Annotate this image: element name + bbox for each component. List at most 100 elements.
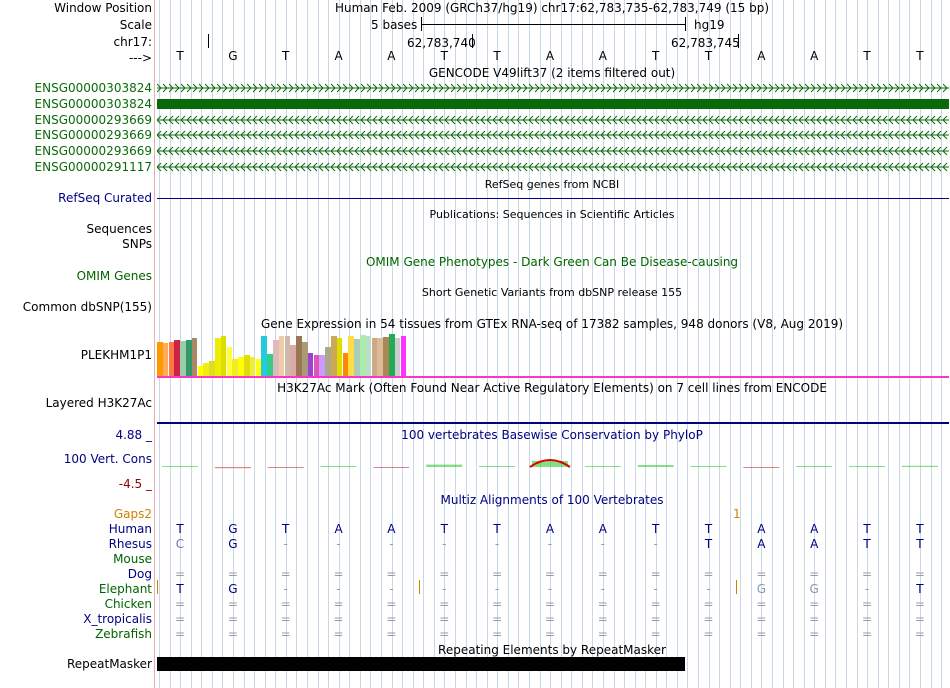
multiz-base: = [703,612,714,626]
dbsnp-label[interactable]: Common dbSNP(155) [22,300,152,314]
sequence-base: T [176,49,184,63]
gtex-tissue-bar[interactable] [238,357,244,376]
multiz-track-title[interactable]: Multiz Alignments of 100 Vertebrates [440,493,664,507]
gencode-intron-line[interactable] [157,83,949,93]
multiz-species-label[interactable]: Human [108,522,152,536]
gtex-tissue-bar[interactable] [244,355,250,376]
gtex-tissue-bar[interactable] [168,342,175,376]
gtex-tissue-bar[interactable] [342,352,349,376]
publications-track-title[interactable]: Publications: Sequences in Scientific Ar… [429,208,675,221]
multiz-species-label[interactable]: Mouse [113,552,152,566]
gtex-tissue-bar[interactable] [336,338,343,376]
gtex-tissue-bar[interactable] [174,340,180,376]
sequence-base: G [228,49,238,63]
gtex-track-title[interactable]: Gene Expression in 54 tissues from GTEx … [260,317,844,331]
gtex-tissue-bar[interactable] [389,334,395,376]
gtex-tissue-bar[interactable] [371,338,378,376]
gencode-item-label[interactable]: ENSG00000293669 [34,128,152,143]
gtex-tissue-bar[interactable] [354,339,360,376]
gtex-tissue-bar[interactable] [400,336,407,376]
gtex-tissue-bar[interactable] [278,336,285,376]
gencode-intron-line[interactable] [157,146,949,157]
gtex-tissue-bar[interactable] [261,336,267,376]
phylop-chart[interactable] [155,446,950,486]
gtex-tissue-bar[interactable] [394,338,401,376]
dbsnp-track-title[interactable]: Short Genetic Variants from dbSNP releas… [421,286,683,299]
gtex-tissue-bar[interactable] [296,336,302,376]
multiz-base: C [175,537,185,551]
gtex-tissue-bar[interactable] [232,359,238,376]
gtex-tissue-bar[interactable] [180,341,186,376]
gtex-tissue-bar[interactable] [215,338,221,376]
refseq-label[interactable]: RefSeq Curated [58,191,152,205]
gtex-tissue-bar[interactable] [365,336,372,376]
gtex-tissue-bar[interactable] [162,343,169,376]
gtex-tissue-bar[interactable] [290,344,296,376]
multiz-species-label[interactable]: Chicken [104,597,152,611]
gtex-tissue-bar[interactable] [157,341,163,376]
gencode-track-title[interactable]: GENCODE V49lift37 (2 items filtered out) [428,66,676,80]
gtex-gene-label[interactable]: PLEKHM1P1 [80,348,152,362]
gencode-item-label[interactable]: ENSG00000293669 [34,112,152,127]
gtex-tissue-bar[interactable] [284,336,291,376]
phylop-score-bar [214,467,251,469]
gtex-tissue-bar[interactable] [273,340,279,376]
gtex-tissue-bar[interactable] [360,334,366,376]
gencode-item-label[interactable]: ENSG00000291117 [34,160,152,174]
gencode-intron-line[interactable] [157,162,949,172]
gtex-bar-chart[interactable] [157,333,949,376]
gtex-tissue-bar[interactable] [325,347,331,376]
gtex-tissue-bar[interactable] [197,365,204,376]
gtex-tissue-bar[interactable] [255,359,262,376]
multiz-base: = [492,627,503,641]
gtex-tissue-bar[interactable] [348,336,354,376]
gtex-tissue-bar[interactable] [209,361,215,376]
phylop-score-bar [849,466,886,467]
publications-snps-label[interactable]: SNPs [122,237,152,251]
multiz-species-label[interactable]: Zebrafish [95,627,152,641]
gtex-tissue-bar[interactable] [377,338,383,376]
gtex-tissue-bar[interactable] [226,346,233,376]
multiz-species-label[interactable]: Elephant [98,582,152,596]
gtex-tissue-bar[interactable] [220,336,227,376]
gencode-intron-line[interactable] [157,130,949,141]
h3k27ac-label[interactable]: Layered H3K27Ac [45,396,152,410]
gtex-tissue-bar[interactable] [307,352,314,376]
h3k27ac-track-title[interactable]: H3K27Ac Mark (Often Found Near Active Re… [277,381,827,395]
multiz-species-label[interactable]: Dog [127,567,152,581]
multiz-species-label[interactable]: X_tropicalis [83,612,152,626]
phylop-label[interactable]: 100 Vert. Cons [63,452,152,466]
gtex-tissue-bar[interactable] [302,342,308,376]
gencode-item-label[interactable]: ENSG00000303824 [34,96,152,111]
omim-track-title[interactable]: OMIM Gene Phenotypes - Dark Green Can Be… [365,255,739,269]
assembly-position-text[interactable]: Human Feb. 2009 (GRCh37/hg19) chr17:62,7… [334,1,770,15]
multiz-base: = [174,597,186,611]
scale-text: 5 bases [371,18,418,32]
repeatmasker-block[interactable] [157,657,685,671]
gtex-tissue-bar[interactable] [191,338,198,376]
gencode-intron-line[interactable] [157,114,949,125]
multiz-gaps-label[interactable]: Gaps2 [113,507,152,521]
gtex-tissue-bar[interactable] [319,355,325,376]
gtex-tissue-bar[interactable] [249,357,256,376]
gencode-item-label[interactable]: ENSG00000303824 [34,81,152,95]
repeatmasker-label[interactable]: RepeatMasker [66,657,152,671]
gtex-tissue-bar[interactable] [331,336,337,376]
multiz-base: G [809,582,819,596]
gtex-tissue-bar[interactable] [186,340,192,376]
gtex-tissue-bar[interactable] [313,355,320,376]
multiz-species-label[interactable]: Rhesus [108,537,152,551]
gtex-tissue-bar[interactable] [383,337,389,376]
gencode-item-label[interactable]: ENSG00000293669 [34,144,152,159]
gtex-tissue-bar[interactable] [267,354,273,376]
phylop-track-title[interactable]: 100 vertebrates Basewise Conservation by… [401,428,703,442]
left-border-line [154,0,155,688]
publications-sequences-label[interactable]: Sequences [86,222,152,236]
refseq-track-title[interactable]: RefSeq genes from NCBI [484,178,620,191]
omim-label[interactable]: OMIM Genes [76,269,152,283]
gencode-exon-block[interactable] [157,98,949,109]
multiz-base: = [597,597,608,611]
gtex-tissue-bar[interactable] [203,363,209,376]
sequence-base: T [916,49,924,63]
repeatmasker-track-title[interactable]: Repeating Elements by RepeatMasker [438,643,666,657]
